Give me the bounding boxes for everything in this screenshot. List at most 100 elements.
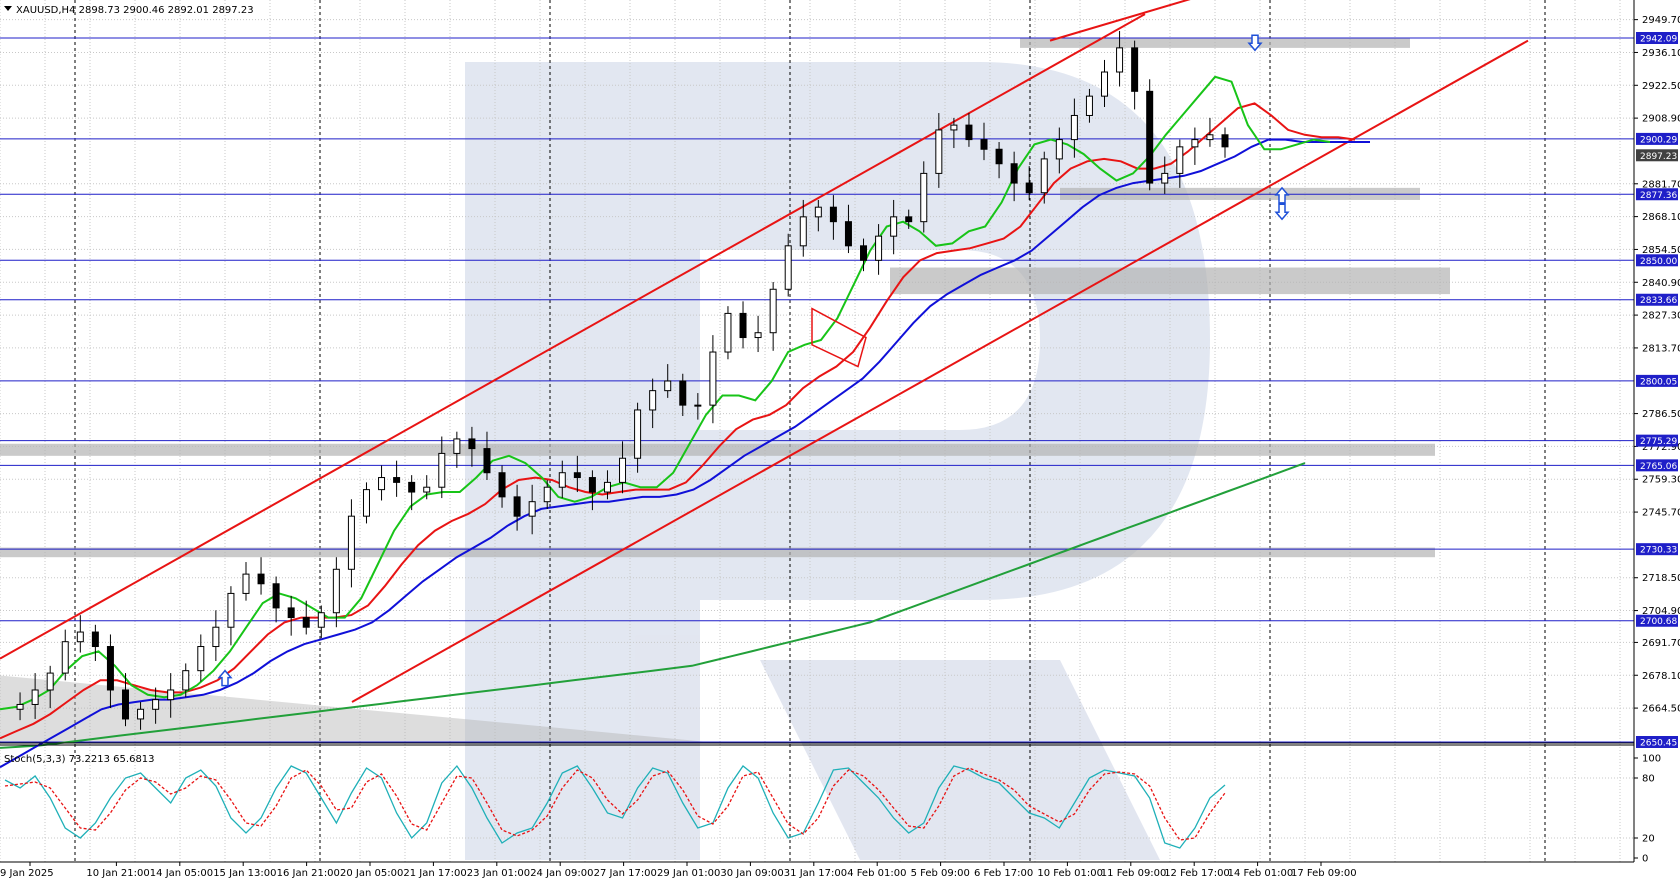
level-tag-label: 2850.00	[1640, 257, 1677, 267]
candle-bull	[1191, 139, 1199, 148]
time-tick-label: 6 Feb 17:00	[974, 868, 1033, 879]
price-tick-label: 2854.50	[1642, 245, 1680, 256]
candle-bear	[829, 206, 837, 223]
candle-bull	[362, 489, 370, 517]
candle-bull	[212, 626, 220, 648]
candle-bull	[799, 216, 807, 247]
ma-long-line	[0, 462, 1306, 749]
candle-bull	[453, 438, 461, 454]
candle-bear	[91, 631, 99, 648]
candle-bear	[573, 472, 581, 479]
pennant-pattern	[811, 307, 867, 368]
candle-bull	[664, 380, 672, 392]
time-tick-label: 9 Jan 2025	[0, 868, 54, 879]
candle-bear	[513, 496, 521, 517]
support-zone	[0, 547, 1435, 558]
price-tick-label: 2908.90	[1642, 114, 1680, 125]
time-tick-label: 10 Jan 21:00	[86, 868, 149, 879]
price-tick-label: 2840.90	[1642, 278, 1680, 289]
candle-bear	[106, 646, 114, 691]
candle-bull	[754, 332, 762, 339]
level-tag	[1636, 293, 1678, 306]
time-tick-label: 14 Jan 05:00	[150, 868, 213, 879]
stoch-tick-label: 20	[1642, 834, 1655, 845]
candle-bull	[528, 501, 536, 517]
time-tick-label: 16 Jan 21:00	[277, 868, 340, 879]
candle-bear	[483, 448, 491, 474]
stoch-tick-label: 0	[1642, 854, 1648, 865]
candle-bull	[61, 641, 69, 674]
candle-bull	[950, 124, 958, 131]
level-tag-label: 2765.06	[1640, 462, 1677, 472]
chevron-down-icon[interactable]	[4, 6, 12, 11]
candle-bull	[242, 573, 250, 594]
time-tick-label: 21 Jan 17:00	[403, 868, 466, 879]
candle-bear	[844, 221, 852, 247]
candle-bull	[1206, 134, 1214, 141]
level-tag	[1636, 614, 1678, 627]
candle-bull	[709, 351, 717, 406]
price-tick-label: 2922.50	[1642, 81, 1680, 92]
level-tag-label: 2775.29	[1640, 437, 1677, 447]
price-tick-label: 2868.10	[1642, 212, 1680, 223]
time-tick-label: 10 Feb 01:00	[1037, 868, 1103, 879]
level-tag-label: 2942.09	[1640, 35, 1677, 45]
level-tag	[1636, 736, 1678, 748]
candle-bear	[588, 477, 596, 493]
watermark-logo	[465, 62, 1210, 860]
candle-bear	[302, 617, 310, 628]
level-tag-label: 2800.05	[1640, 377, 1677, 387]
candle-bull	[378, 477, 386, 491]
level-tag	[1636, 434, 1678, 447]
candle-bull	[152, 699, 160, 710]
candle-bull	[438, 452, 446, 488]
candle-bull	[46, 672, 54, 691]
candle-bear	[272, 583, 280, 609]
arrow-up-icon	[217, 669, 233, 687]
candle-bear	[905, 216, 913, 223]
candlesticks	[16, 30, 1229, 730]
candle-bull	[1040, 158, 1048, 194]
candle-bull	[1070, 114, 1078, 141]
candle-bull	[649, 390, 657, 411]
level-tag	[1636, 188, 1678, 201]
stoch-header: Stoch(5,3,3) 73.2213 65.6813	[4, 754, 155, 765]
candle-bull	[558, 472, 566, 488]
candle-bull	[1055, 139, 1063, 160]
candle-bull	[1085, 95, 1093, 116]
price-tick-label: 2718.50	[1642, 573, 1680, 584]
candle-bull	[347, 515, 355, 570]
time-tick-label: 27 Jan 17:00	[594, 868, 657, 879]
price-tick-label: 2772.90	[1642, 442, 1680, 453]
price-tick-label: 2949.70	[1642, 15, 1680, 26]
level-tag-label: 2877.36	[1640, 191, 1677, 201]
level-tag-label: 2700.68	[1640, 617, 1677, 627]
level-tag	[1636, 374, 1678, 387]
time-tick-label: 12 Feb 17:00	[1164, 868, 1230, 879]
candle-bull	[603, 481, 611, 493]
candle-bear	[739, 312, 747, 339]
arrow-down-icon	[1247, 34, 1263, 52]
channel-lower-line	[1049, 0, 1191, 42]
candle-bull	[16, 703, 24, 710]
time-tick-label: 23 Jan 01:00	[467, 868, 530, 879]
horizontal-levels	[0, 37, 1634, 743]
price-level-tags: 2942.09 2900.29 2877.36 2850.00 2833.66 2800.…	[1636, 32, 1678, 749]
candle-bull	[1161, 172, 1169, 184]
time-tick-label: 15 Jan 13:00	[213, 868, 276, 879]
candle-bull	[167, 689, 175, 701]
price-tick-label: 2881.70	[1642, 179, 1680, 190]
candle-bull	[76, 631, 84, 643]
price-tick-label: 2691.70	[1642, 638, 1680, 649]
candle-bull	[197, 646, 205, 672]
price-tick-label: 2678.10	[1642, 671, 1680, 682]
price-tick-label: 2704.90	[1642, 606, 1680, 617]
time-tick-label: 14 Feb 01:00	[1228, 868, 1294, 879]
level-tag-label: 2650.45	[1640, 739, 1677, 749]
time-tick-label: 31 Jan 17:00	[784, 868, 847, 879]
level-tag-label: 2730.33	[1640, 546, 1677, 556]
candle-bear	[121, 689, 129, 720]
price-tick-label: 2745.70	[1642, 508, 1680, 519]
arrow-down-icon	[1274, 203, 1290, 221]
